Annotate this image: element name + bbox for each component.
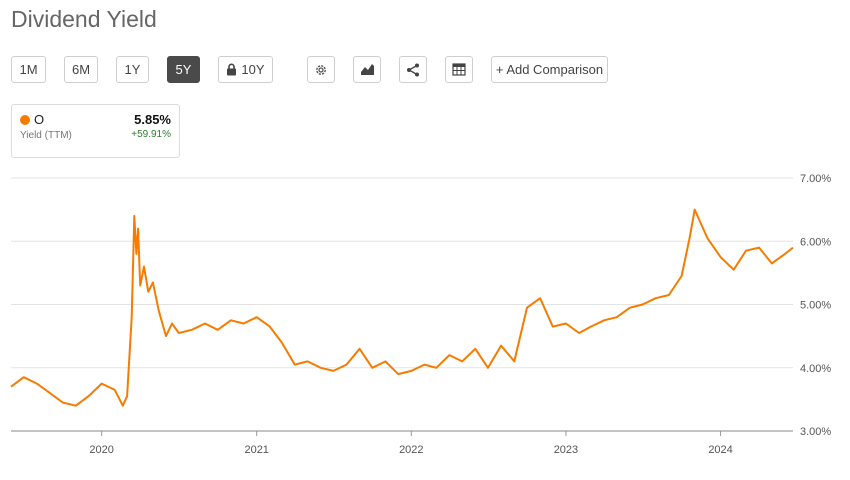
- y-tick-label: 7.00%: [800, 173, 831, 185]
- gear-icon: [316, 64, 326, 75]
- y-tick-label: 3.00%: [800, 426, 831, 438]
- dividend-yield-chart: 3.00% 4.00% 5.00% 6.00% 7.00% 2020 2021 2022 202…: [10, 173, 831, 456]
- range-10y-label: 10Y: [241, 62, 265, 77]
- y-tick-label: 5.00%: [800, 300, 831, 312]
- range-10y-button[interactable]: 10Y: [218, 56, 273, 83]
- range-5y-button[interactable]: 5Y: [167, 56, 200, 83]
- settings-button[interactable]: [307, 56, 335, 83]
- range-6m-button[interactable]: 6M: [64, 56, 98, 83]
- x-tick-label: 2021: [244, 444, 268, 456]
- series-line-O: [10, 208, 794, 407]
- yield-label: Yield (TTM): [20, 130, 72, 141]
- series-legend-card: O 5.85% Yield (TTM) +59.91%: [11, 104, 180, 158]
- yield-value: 5.85%: [134, 112, 171, 127]
- yield-change: +59.91%: [131, 129, 171, 140]
- add-comparison-button[interactable]: + Add Comparison: [491, 56, 608, 83]
- x-tick-label: 2020: [89, 444, 113, 456]
- page-title: Dividend Yield: [11, 6, 157, 32]
- y-tick-label: 6.00%: [800, 236, 831, 248]
- lock-icon: [227, 63, 237, 76]
- y-tick-label: 4.00%: [800, 363, 831, 375]
- series-ticker: O: [34, 112, 45, 127]
- share-button[interactable]: [399, 56, 427, 83]
- series-color-dot: [20, 115, 30, 125]
- x-tick-label: 2024: [708, 444, 732, 456]
- table-view-button[interactable]: [445, 56, 473, 83]
- share-icon: [407, 63, 419, 76]
- range-1m-button[interactable]: 1M: [11, 56, 46, 83]
- x-tick-label: 2023: [554, 444, 578, 456]
- table-icon: [452, 63, 466, 76]
- chart-type-icon: [360, 64, 374, 75]
- toolbar: 1M 6M 1Y 5Y 10Y: [0, 56, 850, 86]
- range-1y-button[interactable]: 1Y: [116, 56, 149, 83]
- chart-type-button[interactable]: [353, 56, 381, 83]
- x-tick-label: 2022: [399, 444, 423, 456]
